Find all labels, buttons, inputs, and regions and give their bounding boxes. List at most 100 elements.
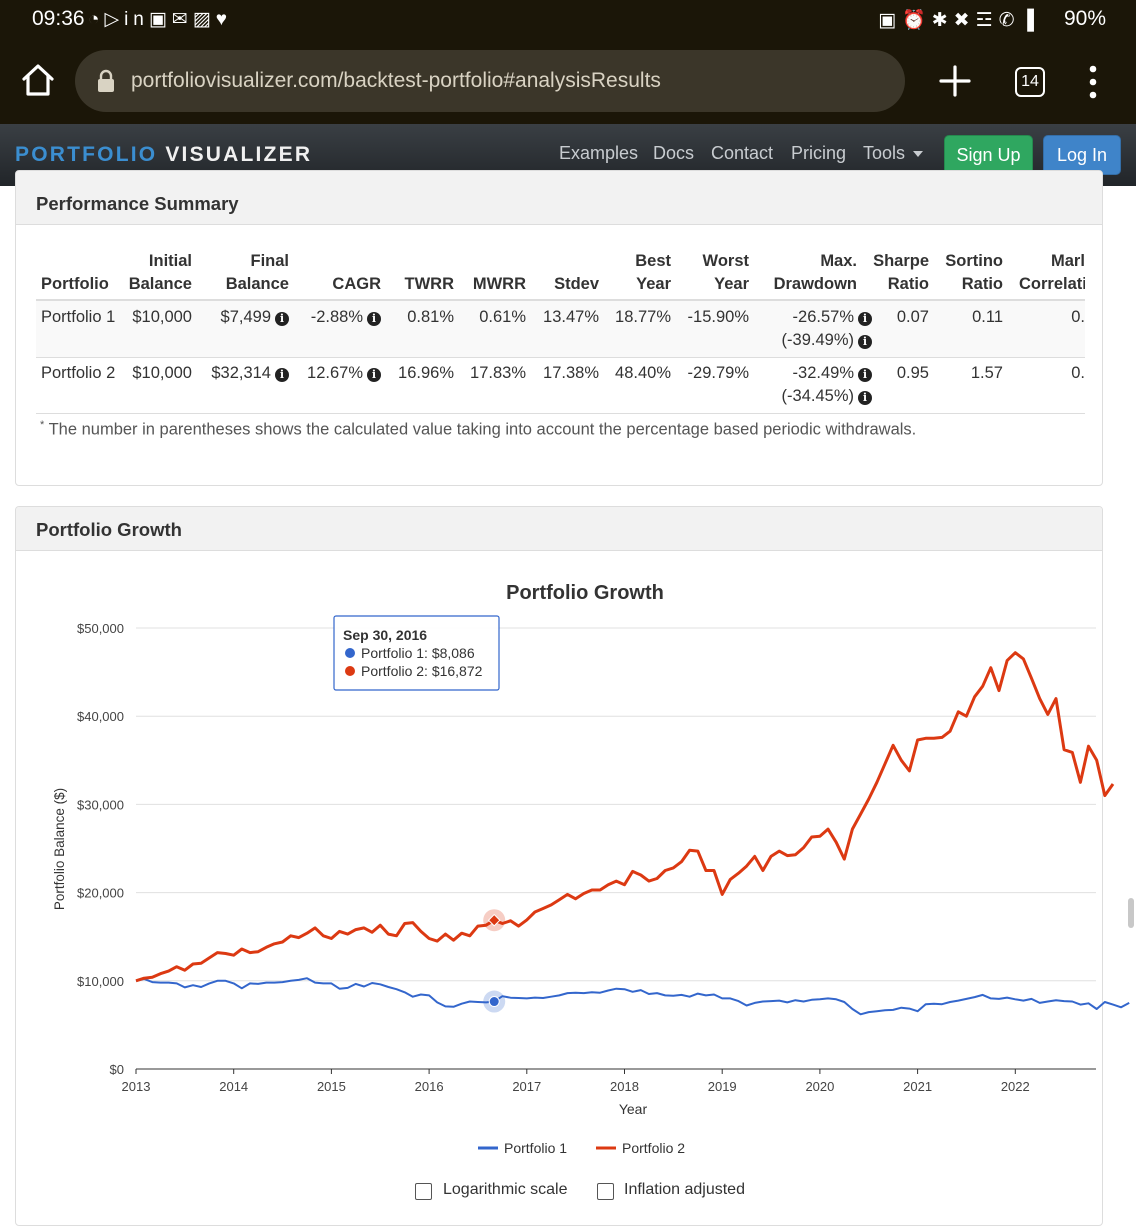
brand-word-visualizer: VISUALIZER: [165, 143, 313, 166]
cell-mwrr: 0.61%: [479, 308, 526, 326]
tooltip-box: [333, 615, 500, 691]
tooltip-dot: [345, 666, 355, 676]
info-icon[interactable]: i: [858, 312, 872, 326]
nav-tools-dropdown[interactable]: Tools: [863, 143, 924, 164]
inflation-adjusted-checkbox[interactable]: [597, 1183, 614, 1200]
row-divider: [36, 357, 1085, 358]
x-tick-label: 2018: [610, 1079, 639, 1094]
col-header-worst-year: Worst Year: [702, 252, 749, 293]
info-icon[interactable]: i: [275, 368, 289, 382]
tooltip-date: Sep 30, 2016: [343, 627, 427, 643]
cell-initial-balance: $10,000: [132, 308, 192, 326]
nav-examples[interactable]: Examples: [559, 143, 639, 163]
col-header-stdev: Stdev: [554, 275, 599, 293]
col-header-final: Final Balance: [225, 252, 289, 293]
info-icon[interactable]: i: [367, 312, 381, 326]
cell-portfolio: Portfolio 2: [41, 364, 116, 382]
nav-tools-label: Tools: [863, 143, 906, 163]
tooltip-line: Portfolio 1: $8,086: [361, 645, 475, 661]
x-tick-label: 2013: [122, 1079, 151, 1094]
caret-down-icon: [913, 151, 924, 158]
nav-pricing[interactable]: Pricing: [791, 143, 847, 163]
series-2-hover-point: [487, 913, 501, 927]
cell-sharpe-ratio: 0.07: [896, 308, 929, 326]
page-scrollbar[interactable]: [1128, 898, 1134, 928]
browser-toolbar: portfoliovisualizer.com/backtest-portfol…: [0, 38, 1136, 124]
system-status-icons: ▣⏰✱✖☲✆▐: [878, 10, 1040, 31]
col-header-market-correlation: Marl Correlati: [1019, 252, 1085, 293]
legend-label-1: Portfolio 1: [504, 1140, 567, 1156]
info-icon[interactable]: i: [858, 391, 872, 405]
performance-summary-panel: Performance Summary Portfolio Initial Bal…: [15, 170, 1103, 486]
cell-best-year: 18.77%: [615, 308, 671, 326]
cell-cagr: -2.88% i: [286, 306, 381, 329]
info-icon[interactable]: i: [275, 312, 289, 326]
y-tick-label: $40,000: [77, 709, 124, 724]
x-tick-label: 2021: [903, 1079, 932, 1094]
chart-title: Portfolio Growth: [506, 582, 664, 604]
y-tick-label: $0: [110, 1062, 124, 1077]
cell-twrr: 0.81%: [407, 308, 454, 326]
y-tick-label: $50,000: [77, 621, 124, 636]
log-scale-checkbox[interactable]: [415, 1183, 432, 1200]
tooltip-dot: [345, 648, 355, 658]
sign-up-button[interactable]: Sign Up: [944, 135, 1033, 175]
col-header-mwrr: MWRR: [472, 275, 526, 293]
tooltip-line: Portfolio 2: $16,872: [361, 663, 483, 679]
cell-stdev: 17.38%: [543, 364, 599, 382]
log-in-button[interactable]: Log In: [1043, 135, 1121, 175]
cell-cagr: 12.67% i: [286, 362, 381, 385]
cell-worst-year: -15.90%: [687, 308, 749, 326]
nav-contact[interactable]: Contact: [711, 143, 774, 163]
panel-title-portfolio-growth: Portfolio Growth: [36, 519, 182, 540]
chart-svg: Portfolio Growth $0 $10,000 $20,000 $30,000 $…: [52, 582, 1130, 1156]
home-icon[interactable]: [18, 60, 58, 100]
info-icon[interactable]: i: [858, 335, 872, 349]
series-line-1: [135, 977, 1130, 1016]
cell-max-drawdown: -32.49% i (-34.45%) i: [751, 362, 872, 408]
portfolio-growth-chart: Portfolio Growth $0 $10,000 $20,000 $30,000 $…: [16, 551, 1136, 1200]
info-icon[interactable]: i: [858, 368, 872, 382]
cell-mwrr: 17.83%: [470, 364, 526, 382]
series-line-2: [135, 651, 1115, 983]
x-tick-label: 2022: [1001, 1079, 1030, 1094]
header-rule: [36, 299, 1085, 301]
col-header-cagr: CAGR: [332, 275, 381, 293]
cell-final-balance: $7,499 i: [186, 306, 289, 329]
performance-table: Portfolio Initial Balance Final Balance CA…: [36, 243, 1085, 415]
tab-switcher-button[interactable]: 14: [1015, 67, 1045, 97]
col-header-best-year: Best Year: [635, 252, 671, 293]
cell-stdev: 13.47%: [543, 308, 599, 326]
cell-worst-year: -29.79%: [687, 364, 749, 382]
lock-icon: [97, 69, 115, 93]
x-tick-label: 2014: [219, 1079, 248, 1094]
brand-logo[interactable]: PORTFOLIO VISUALIZER: [15, 143, 312, 167]
inflation-adjusted-label: Inflation adjusted: [624, 1181, 745, 1198]
col-header-twrr: TWRR: [404, 275, 454, 293]
nav-docs[interactable]: Docs: [653, 143, 695, 163]
x-tick-label: 2019: [708, 1079, 737, 1094]
series-1-hover-point: [488, 996, 500, 1008]
more-options-icon[interactable]: [1083, 64, 1103, 100]
x-tick-label: 2020: [805, 1079, 834, 1094]
chart-controls: Logarithmic scale Inflation adjusted: [415, 1181, 835, 1201]
panel-title-performance-summary: Performance Summary: [36, 193, 239, 214]
col-header-portfolio: Portfolio: [41, 275, 109, 293]
cell-market-correlation: 0.: [1071, 364, 1085, 382]
info-icon[interactable]: i: [367, 368, 381, 382]
cell-sharpe-ratio: 0.95: [896, 364, 929, 382]
legend-label-2: Portfolio 2: [622, 1140, 685, 1156]
panel-heading: Performance Summary: [16, 171, 1102, 225]
plus-icon[interactable]: [936, 62, 974, 100]
cell-portfolio: Portfolio 1: [41, 308, 116, 326]
y-tick-label: $30,000: [77, 797, 124, 812]
footnote: * The number in parentheses shows the ca…: [40, 419, 917, 439]
x-axis-label: Year: [619, 1101, 648, 1117]
address-bar[interactable]: portfoliovisualizer.com/backtest-portfol…: [75, 50, 905, 112]
cell-twrr: 16.96%: [398, 364, 454, 382]
notification-icons: ◔▷in▣✉▨♥: [88, 9, 232, 30]
panel-heading: Portfolio Growth: [16, 507, 1102, 551]
x-tick-label: 2015: [317, 1079, 346, 1094]
y-tick-label: $20,000: [77, 886, 124, 901]
y-tick-label: $10,000: [77, 974, 124, 989]
